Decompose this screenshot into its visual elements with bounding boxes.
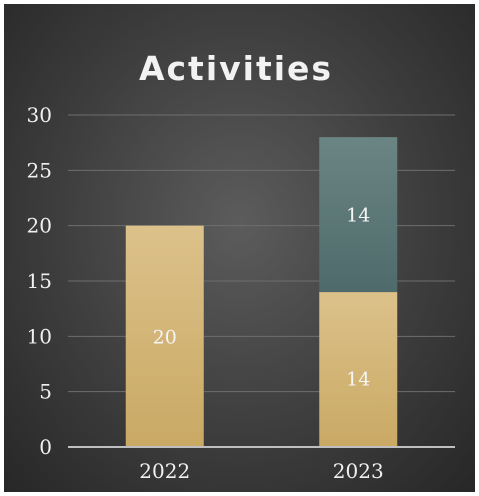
y-axis-ticks: 0 5 10 15 20 25 30 xyxy=(27,103,52,459)
y-tick-label: 25 xyxy=(27,158,52,182)
x-category-label: 2022 xyxy=(139,459,190,483)
data-labels: 20 14 14 xyxy=(153,205,371,391)
y-tick-label: 15 xyxy=(27,269,52,293)
y-tick-label: 10 xyxy=(27,324,52,348)
y-tick-label: 20 xyxy=(27,214,52,238)
data-label: 14 xyxy=(346,369,370,391)
bar-2022-series-1 xyxy=(125,225,204,447)
bar-2023-series-2 xyxy=(319,137,398,293)
chart-title: Activities xyxy=(139,49,333,88)
y-tick-label: 30 xyxy=(27,103,52,127)
x-category-label: 2023 xyxy=(333,459,384,483)
y-tick-label: 5 xyxy=(39,380,52,404)
x-axis-categories: 2022 2023 xyxy=(139,459,383,483)
data-label: 14 xyxy=(346,205,370,227)
bar-2023-series-1 xyxy=(319,292,398,447)
data-label: 20 xyxy=(153,326,177,348)
y-tick-label: 0 xyxy=(39,435,52,459)
bars xyxy=(125,137,398,447)
